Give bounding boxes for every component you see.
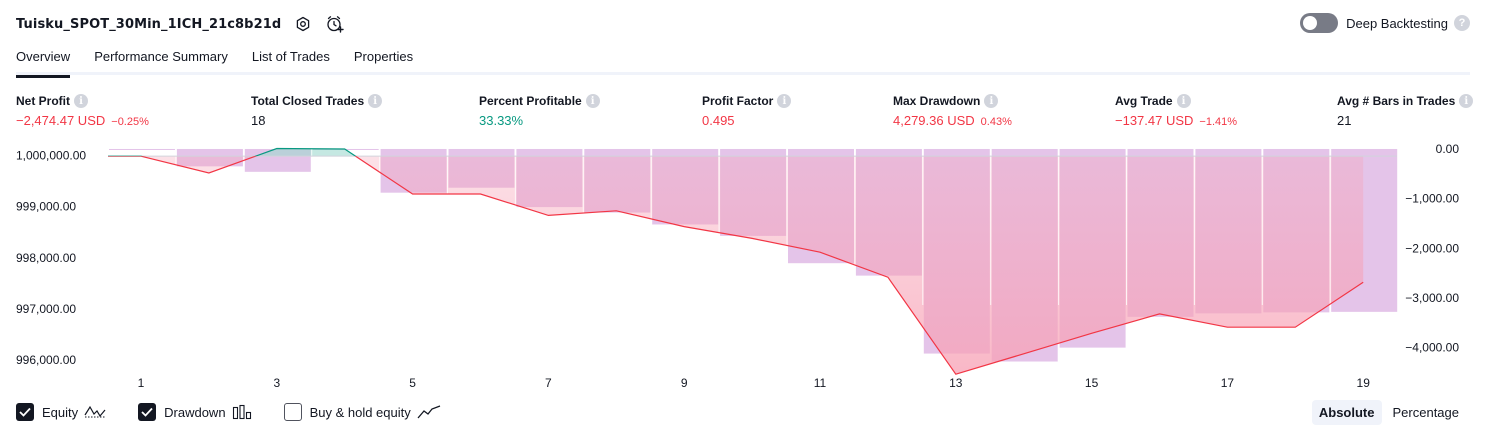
stat-label: Total Closed Trades <box>251 94 365 108</box>
info-icon[interactable]: i <box>1459 94 1474 108</box>
help-question-icon[interactable]: ? <box>1454 15 1470 31</box>
legend-label: Buy & hold equity <box>309 404 411 420</box>
equity-line-gain <box>108 147 357 157</box>
drawdown-bar <box>109 148 175 150</box>
stat-value: −2,474.47 USD <box>16 113 106 128</box>
deep-backtesting: Deep Backtesting ? <box>1300 13 1470 33</box>
stat-profit-factor: Profit Factor i 0.495 <box>702 94 792 128</box>
stat-total-closed-trades: Total Closed Trades i 18 <box>251 94 383 128</box>
deep-backtesting-toggle[interactable] <box>1300 13 1339 33</box>
stat-avg-trade: Avg Trade i −137.47 USD −1.41% <box>1115 94 1237 128</box>
x-axis-tick-label: 11 <box>814 376 827 390</box>
stat-subvalue: −0.25% <box>111 116 149 128</box>
toggle-knob <box>1303 16 1318 30</box>
left-axis-tick-label: 998,000.00 <box>16 251 76 265</box>
stat-subvalue: 0.43% <box>980 116 1012 128</box>
stat-value: 18 <box>251 113 266 128</box>
add-alert-clock-icon[interactable] <box>325 14 345 34</box>
stat-label: Max Drawdown <box>893 94 981 108</box>
x-axis-tick-label: 7 <box>545 376 552 390</box>
right-axis-tick-label: −4,000.00 <box>1405 341 1459 355</box>
buy-hold-line-icon <box>417 404 441 420</box>
stat-value: 0.495 <box>702 113 735 128</box>
equity-gain-area <box>255 148 356 157</box>
stat-subvalue: −1.41% <box>1199 116 1238 128</box>
stat-max-drawdown: Max Drawdown i 4,279.36 USD 0.43% <box>893 94 1012 128</box>
strategy-name: Tuisku_SPOT_30Min_1ICH_21c8b21d <box>16 16 282 32</box>
x-axis-tick-label: 9 <box>681 376 688 390</box>
stat-label: Profit Factor <box>702 94 774 108</box>
equity-drawdown-chart[interactable]: 1,000,000.00 999,000.00 998,000.00 997,000.… <box>0 140 1486 395</box>
settings-gear-icon[interactable] <box>293 14 313 34</box>
tab-performance-summary[interactable]: Performance Summary <box>94 49 228 64</box>
equity-checkbox[interactable] <box>16 403 34 421</box>
stat-net-profit: Net Profit i −2,474.47 USD −0.25% <box>16 94 149 128</box>
absolute-mode-button[interactable]: Absolute <box>1311 400 1382 425</box>
tab-properties[interactable]: Properties <box>353 49 414 64</box>
tab-list-of-trades[interactable]: List of Trades <box>251 49 330 64</box>
equity-line-icon <box>84 404 106 420</box>
left-axis-tick-label: 1,000,000.00 <box>16 149 86 163</box>
info-icon[interactable]: i <box>585 94 600 108</box>
scale-mode-switch: Absolute Percentage <box>1308 400 1466 425</box>
buy-hold-checkbox[interactable] <box>283 403 302 421</box>
chart-legend: Equity Drawdown Buy & hold equity <box>16 403 473 421</box>
info-icon[interactable]: i <box>74 94 88 108</box>
info-icon[interactable]: i <box>777 94 792 108</box>
stat-value: 21 <box>1337 113 1352 128</box>
legend-label: Equity <box>42 404 79 420</box>
stat-avg-bars-in-trades: Avg # Bars in Trades i 21 <box>1337 94 1474 128</box>
x-axis-tick-label: 13 <box>949 376 963 390</box>
right-axis-tick-label: −2,000.00 <box>1405 241 1459 255</box>
stat-label: Net Profit <box>16 94 70 108</box>
deep-backtesting-label: Deep Backtesting <box>1346 15 1448 31</box>
drawdown-bars-icon <box>232 404 252 420</box>
x-axis-tick-label: 3 <box>273 376 280 390</box>
percentage-mode-button[interactable]: Percentage <box>1392 405 1460 420</box>
x-axis-tick-label: 1 <box>138 376 145 390</box>
left-axis-tick-label: 996,000.00 <box>16 353 76 367</box>
strategy-header: Tuisku_SPOT_30Min_1ICH_21c8b21d <box>16 12 345 36</box>
stat-label: Percent Profitable <box>479 94 582 108</box>
legend-equity[interactable]: Equity <box>16 403 106 421</box>
stat-label: Avg Trade <box>1115 94 1173 108</box>
info-icon[interactable]: i <box>1176 94 1191 108</box>
stat-value: −137.47 USD <box>1115 113 1194 128</box>
x-axis-tick-label: 5 <box>409 376 416 390</box>
tab-overview[interactable]: Overview <box>16 44 71 78</box>
stat-value: 33.33% <box>479 113 524 128</box>
drawdown-checkbox[interactable] <box>138 403 157 421</box>
stat-label: Avg # Bars in Trades <box>1337 94 1456 108</box>
right-axis-tick-label: −1,000.00 <box>1405 192 1459 206</box>
info-icon[interactable]: i <box>984 94 999 108</box>
legend-label: Drawdown <box>164 404 226 420</box>
x-axis-tick-label: 15 <box>1085 376 1099 390</box>
left-axis-tick-label: 997,000.00 <box>16 302 76 316</box>
right-axis-tick-label: −3,000.00 <box>1405 291 1459 305</box>
legend-buy-hold-equity[interactable]: Buy & hold equity <box>283 403 441 421</box>
x-axis-tick-label: 17 <box>1221 376 1235 390</box>
stat-value: 4,279.36 USD <box>893 113 975 128</box>
x-axis-tick-label: 19 <box>1357 376 1371 390</box>
right-axis-tick-label: 0.00 <box>1436 142 1460 156</box>
summary-stats: Net Profit i −2,474.47 USD −0.25% Total Cl… <box>0 94 1486 134</box>
info-icon[interactable]: i <box>368 94 383 108</box>
legend-drawdown[interactable]: Drawdown <box>138 403 251 421</box>
equity-loss-area <box>108 156 1364 375</box>
stat-percent-profitable: Percent Profitable i 33.33% <box>479 94 600 128</box>
equity-line-loss <box>108 156 1364 375</box>
left-axis-tick-label: 999,000.00 <box>16 200 76 214</box>
report-tabs: Overview Performance Summary List of Tra… <box>16 44 1470 78</box>
